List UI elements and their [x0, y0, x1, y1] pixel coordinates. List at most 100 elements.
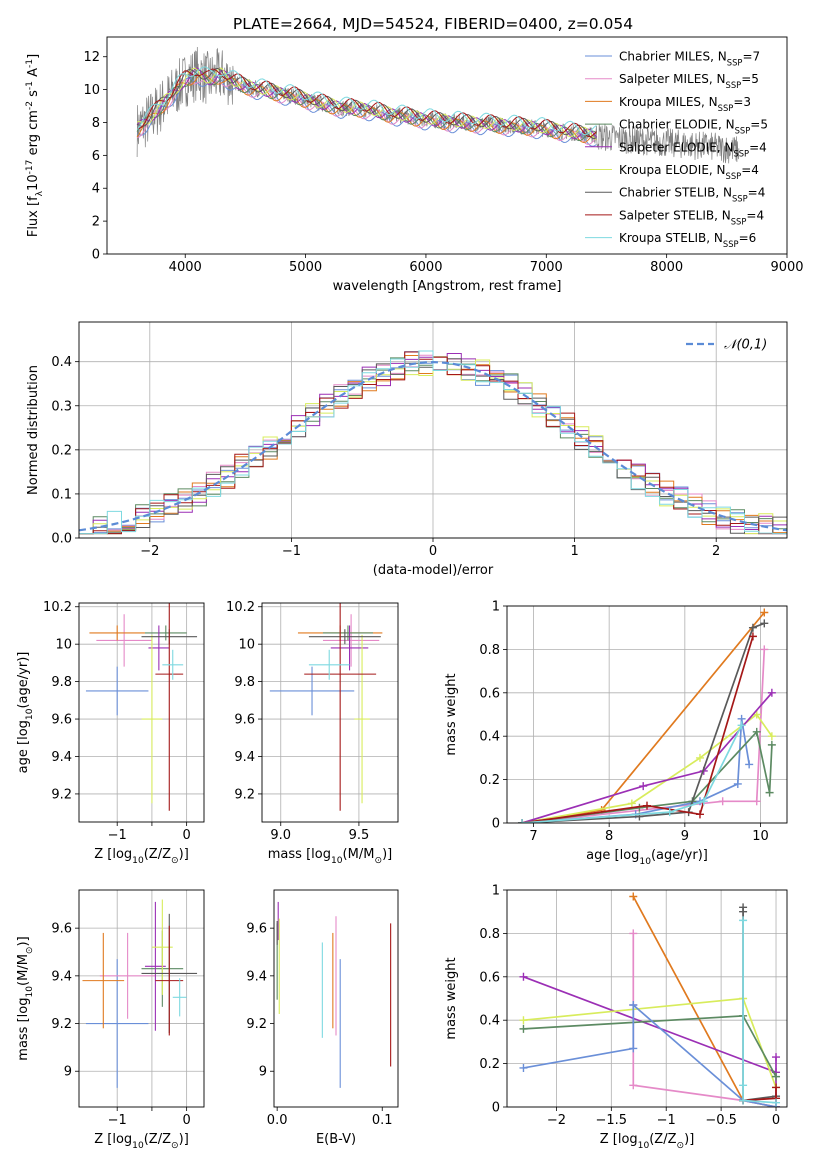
y-tick-label: 4: [92, 182, 100, 197]
extinction-mass-panel: 0.0 0.1 9 9.2 9.4 9.6 E(B-V): [246, 889, 399, 1147]
weight-point-marker: [665, 808, 674, 817]
x-tick-label: 7: [529, 829, 537, 844]
residual-histogram-panel: −2 −1 0 1 2 0.0 0.1 0.2 0.3 0.4 (data-model)/error…: [26, 321, 788, 578]
weight-point-marker: [519, 972, 528, 981]
y-tick-label: 1: [492, 884, 500, 899]
plot-area: [85, 603, 198, 811]
x-tick-label: 9000: [770, 260, 803, 275]
x-tick-label: −1.5: [596, 1113, 628, 1128]
weight-point-marker: [519, 1063, 528, 1072]
weight-series-line: [523, 997, 777, 1088]
y-tick-label: 0.8: [479, 643, 500, 658]
x-tick-label: 0: [429, 544, 437, 559]
figure-title: PLATE=2664, MJD=54524, FIBERID=0400, z=0…: [233, 15, 633, 33]
weight-point-marker: [772, 1098, 781, 1107]
y-axis-label: Flux [fλ10-17 erg cm-2 s-1 A-1]: [25, 54, 45, 237]
x-tick-label: 2: [712, 544, 720, 559]
weight-point-marker: [739, 1096, 748, 1105]
x-tick-label: 9.5: [349, 828, 370, 843]
model-spectrum-line: [137, 68, 597, 138]
y-tick-label: 0.2: [51, 443, 72, 458]
y-tick-label: 0: [492, 817, 500, 832]
metallicity-age-panel: −1 0 9.2 9.4 9.6 9.8 10 10.2 Z [log10(Z/Z⊙)] age …: [16, 600, 205, 866]
weight-point-marker: [695, 753, 704, 762]
x-tick-label: 0.1: [372, 1113, 393, 1128]
y-tick-label: 8: [92, 116, 100, 131]
weight-point-marker: [737, 721, 746, 730]
weight-point-marker: [739, 907, 748, 916]
weight-point-marker: [629, 929, 638, 938]
y-tick-label: 0.0: [51, 532, 72, 547]
plot-area: [79, 350, 787, 535]
weight-point-marker: [519, 1024, 528, 1033]
x-tick-label: −1: [282, 544, 301, 559]
y-tick-label: 0.8: [479, 927, 500, 942]
y-tick-label: 9.4: [246, 969, 267, 984]
x-tick-label: 9: [681, 829, 689, 844]
axes: 7 8 9 10 0 0.2 0.4 0.6 0.8 1 age [log10(age/yr)] ma…: [444, 600, 788, 867]
y-tick-label: 10: [55, 638, 72, 653]
grid: [262, 603, 398, 822]
weight-point-marker: [629, 1044, 638, 1053]
spectrum-panel: 4000 5000 6000 7000 8000 9000 0 2 4 6 8 10 12 wavelen…: [25, 36, 804, 294]
y-tick-label: 0: [492, 1101, 500, 1116]
x-tick-label: 0: [772, 1113, 780, 1128]
y-tick-label: 10: [238, 638, 255, 653]
weight-point-marker: [718, 797, 727, 806]
y-tick-label: 9.2: [51, 1017, 72, 1032]
x-tick-label: 6000: [409, 260, 442, 275]
plot-area: [269, 603, 383, 811]
axes: −2 −1.5 −1 −0.5 0 0 0.2 0.4 0.6 0.8 1 Z [log10(Z/Z⊙…: [444, 884, 788, 1151]
x-tick-label: 5000: [289, 260, 322, 275]
x-tick-label: 4000: [169, 260, 202, 275]
grid: [507, 605, 787, 824]
x-axis-label: wavelength [Angstrom, rest frame]: [333, 279, 562, 294]
plot-area: [276, 901, 392, 1088]
x-axis-label: Z [log10(Z/Z⊙)]: [600, 1132, 695, 1151]
grid: [79, 603, 204, 822]
weight-point-marker: [767, 732, 776, 741]
y-tick-label: 9: [64, 1065, 72, 1080]
y-tick-label: 0.3: [51, 399, 72, 414]
x-tick-label: −1: [108, 1113, 127, 1128]
y-tick-label: 9: [259, 1065, 267, 1080]
y-axis-label: Normed distribution: [26, 365, 41, 495]
weight-point-marker: [760, 608, 769, 617]
weight-point-marker: [748, 623, 757, 632]
weight-point-marker: [752, 727, 761, 736]
y-tick-label: 1: [492, 600, 500, 615]
x-tick-label: 8: [605, 829, 613, 844]
x-tick-label: 0: [182, 828, 190, 843]
weight-point-marker: [760, 645, 769, 654]
axes-frame: [506, 605, 788, 824]
y-tick-label: 9.2: [234, 787, 255, 802]
x-axis-label: Z [log10(Z/Z⊙)]: [94, 1132, 189, 1151]
y-tick-label: 9.2: [51, 787, 72, 802]
x-tick-label: −1: [108, 828, 127, 843]
plot-area: [518, 608, 776, 823]
x-tick-label: 9.0: [270, 828, 291, 843]
legend-label: Salpeter ELODIE, NSSP=4: [619, 140, 767, 158]
weight-point-marker: [739, 916, 748, 925]
axes: −1 0 9 9.2 9.4 9.6 Z [log10(Z/Z⊙)] mass [log10(…: [16, 889, 205, 1151]
normal-reference-curve: [79, 360, 787, 532]
x-tick-label: 7000: [530, 260, 563, 275]
metallicity-mass-panel: −1 0 9 9.2 9.4 9.6 Z [log10(Z/Z⊙)] mass [log10(…: [16, 889, 205, 1151]
axes-frame: [78, 602, 205, 823]
axes: 0.0 0.1 9 9.2 9.4 9.6 E(B-V): [246, 889, 399, 1147]
weight-point-marker: [767, 688, 776, 697]
y-tick-label: 9.8: [51, 675, 72, 690]
weight-point-marker: [748, 632, 757, 641]
weight-point-marker: [695, 810, 704, 819]
y-tick-label: 9.4: [51, 750, 72, 765]
y-axis-label: mass weight: [444, 673, 459, 755]
weight-point-marker: [752, 797, 761, 806]
y-tick-label: 0.4: [479, 730, 500, 745]
axes-frame: [273, 889, 399, 1108]
x-tick-label: 8000: [650, 260, 683, 275]
legend-label: Kroupa ELODIE, NSSP=4: [619, 163, 759, 181]
metallicity-mass-weight-panel: −2 −1.5 −1 −0.5 0 0 0.2 0.4 0.6 0.8 1 Z [log10(Z/Z⊙…: [444, 884, 788, 1151]
weight-series-line: [523, 976, 777, 1107]
weight-point-marker: [745, 760, 754, 769]
weight-point-marker: [760, 619, 769, 628]
